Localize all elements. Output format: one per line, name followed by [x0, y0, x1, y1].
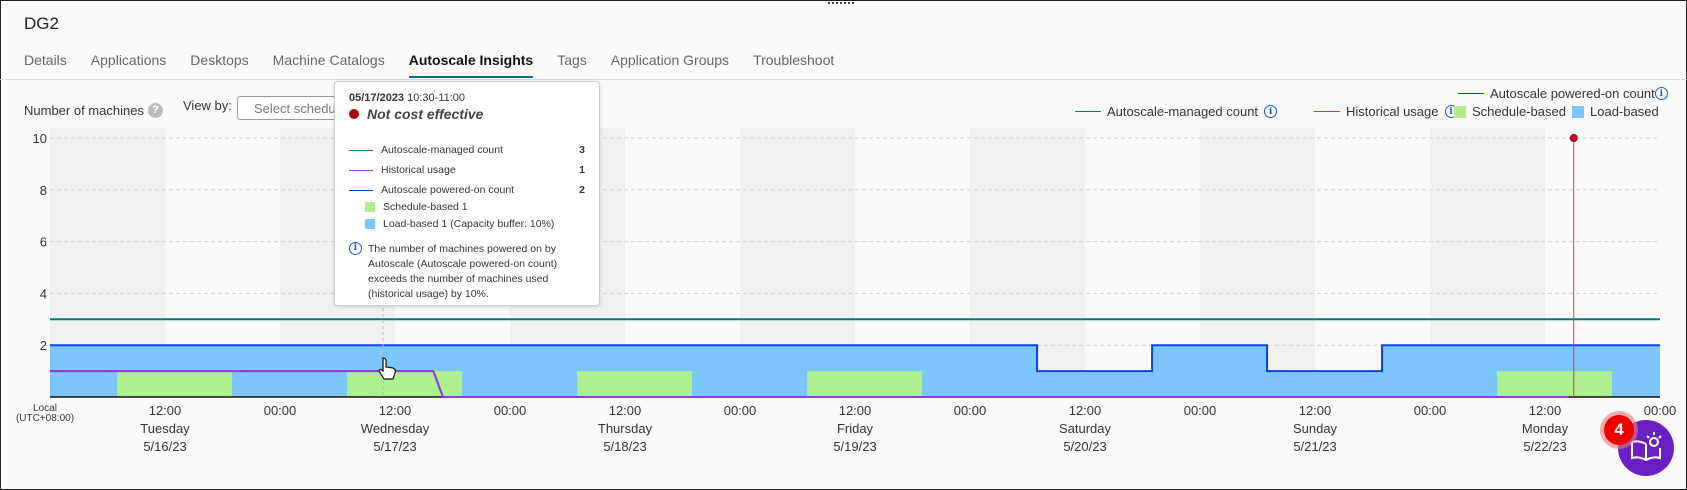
y-axis-title-text: Number of machines	[24, 103, 144, 118]
tab-autoscale-insights[interactable]: Autoscale Insights	[408, 52, 534, 78]
y-tick-label: 10	[33, 131, 47, 146]
x-tick-time: 12:00	[609, 403, 642, 418]
tab-desktops[interactable]: Desktops	[190, 52, 249, 68]
legend-schedule: Schedule-based	[1454, 104, 1566, 119]
x-tick-time: 00:00	[494, 403, 527, 418]
legend-powered-on: Autoscale powered-on count i	[1458, 86, 1668, 101]
powered-on-line-swatch	[1458, 93, 1484, 94]
tooltip-status: Not cost effective	[349, 106, 585, 122]
x-tick-date: 5/18/23	[603, 439, 646, 454]
tooltip-row-load: Load-based 1 (Capacity buffer: 10%)	[349, 218, 585, 230]
x-tick-time: 12:00	[149, 403, 182, 418]
y-tick-label: 4	[40, 286, 47, 301]
x-tick-time: 12:00	[1529, 403, 1562, 418]
notification-badge: 4	[1604, 415, 1634, 445]
schedule-based-bar	[347, 371, 463, 397]
hand-cursor-shape	[378, 357, 396, 380]
schedule-swatch	[1454, 105, 1466, 118]
schedule-based-bar	[807, 371, 923, 397]
tab-tags[interactable]: Tags	[557, 52, 587, 68]
divider	[0, 79, 1687, 80]
book-lightbulb-icon	[1631, 432, 1662, 462]
tab-bar: Details Applications Desktops Machine Catal…	[24, 52, 858, 78]
legend-label: Autoscale powered-on count	[1490, 86, 1655, 101]
legend-historical: Historical usage i	[1314, 104, 1458, 119]
powered-on-line	[50, 344, 1660, 373]
tooltip-row-managed: Autoscale-managed count 3	[349, 144, 585, 156]
now-marker-dot	[1569, 134, 1578, 142]
legend-load: Load-based	[1572, 104, 1659, 119]
x-tick-time: 12:00	[839, 403, 872, 418]
tooltip-note: i The number of machines powered on by Au…	[349, 242, 585, 302]
schedule-based-bar	[1497, 371, 1613, 397]
historical-usage-line	[50, 370, 1569, 398]
y-tick-label: 6	[40, 235, 47, 250]
status-dot-icon	[349, 109, 359, 119]
info-icon[interactable]: i	[1264, 105, 1278, 118]
load-swatch	[1572, 105, 1584, 118]
info-icon[interactable]: i	[1654, 87, 1668, 100]
tooltip-row-historical: Historical usage 1	[349, 164, 585, 176]
schedule-based-bar	[577, 371, 693, 397]
x-tick-date: 5/19/23	[833, 439, 876, 454]
hand-cursor-icon	[378, 357, 396, 380]
legend-label: Autoscale-managed count	[1107, 104, 1259, 119]
legend-label: Load-based	[1590, 104, 1659, 119]
view-by-label: View by:	[183, 98, 232, 113]
x-tick-day: Saturday	[1059, 421, 1112, 436]
drag-handle[interactable]	[828, 2, 854, 4]
x-tick-day: Thursday	[598, 421, 653, 436]
x-tick-time: 00:00	[1644, 403, 1677, 418]
timezone-label: Local	[33, 403, 57, 414]
y-tick-label: 2	[40, 338, 47, 353]
x-tick-day: Sunday	[1293, 421, 1338, 436]
legend-label: Schedule-based	[1472, 104, 1566, 119]
tab-applications[interactable]: Applications	[90, 52, 167, 68]
info-icon: i	[349, 242, 362, 255]
x-tick-date: 5/20/23	[1063, 439, 1106, 454]
legend-label: Historical usage	[1346, 104, 1439, 119]
chart-tooltip: 05/17/2023 10:30-11:00 Not cost effectiv…	[334, 81, 600, 306]
x-tick-date: 5/16/23	[143, 439, 186, 454]
x-tick-time: 00:00	[954, 403, 987, 418]
x-tick-day: Tuesday	[140, 421, 190, 436]
x-tick-time: 00:00	[724, 403, 757, 418]
x-tick-time: 12:00	[1069, 403, 1102, 418]
tab-troubleshoot[interactable]: Troubleshoot	[753, 52, 835, 68]
managed-line-swatch	[1075, 111, 1101, 112]
legend-managed: Autoscale-managed count i	[1075, 104, 1278, 119]
y-tick-label: 8	[40, 183, 47, 198]
x-tick-time: 00:00	[264, 403, 297, 418]
x-tick-time: 12:00	[1299, 403, 1332, 418]
x-tick-day: Wednesday	[361, 421, 430, 436]
y-axis-title: Number of machines ?	[24, 103, 163, 118]
timezone-label: (UTC+08:00)	[16, 413, 74, 424]
x-tick-time: 00:00	[1184, 403, 1217, 418]
page-title: DG2	[24, 14, 59, 33]
tab-application-groups[interactable]: Application Groups	[610, 52, 730, 68]
x-tick-time: 12:00	[379, 403, 412, 418]
help-icon[interactable]: ?	[147, 103, 163, 118]
x-tick-date: 5/22/23	[1523, 439, 1566, 454]
x-tick-day: Friday	[837, 421, 874, 436]
schedule-based-bar	[117, 371, 233, 397]
x-tick-time: 00:00	[1414, 403, 1447, 418]
x-tick-day: Monday	[1522, 421, 1569, 436]
x-tick-date: 5/21/23	[1293, 439, 1336, 454]
x-tick-date: 5/17/23	[373, 439, 416, 454]
tooltip-row-powered-on: Autoscale powered-on count 2	[349, 184, 585, 196]
tooltip-row-schedule: Schedule-based 1	[349, 201, 585, 213]
tab-machine-catalogs[interactable]: Machine Catalogs	[272, 52, 385, 68]
tab-details[interactable]: Details	[24, 52, 67, 68]
historical-line-swatch	[1314, 111, 1340, 112]
tooltip-date: 05/17/2023 10:30-11:00	[349, 92, 466, 104]
